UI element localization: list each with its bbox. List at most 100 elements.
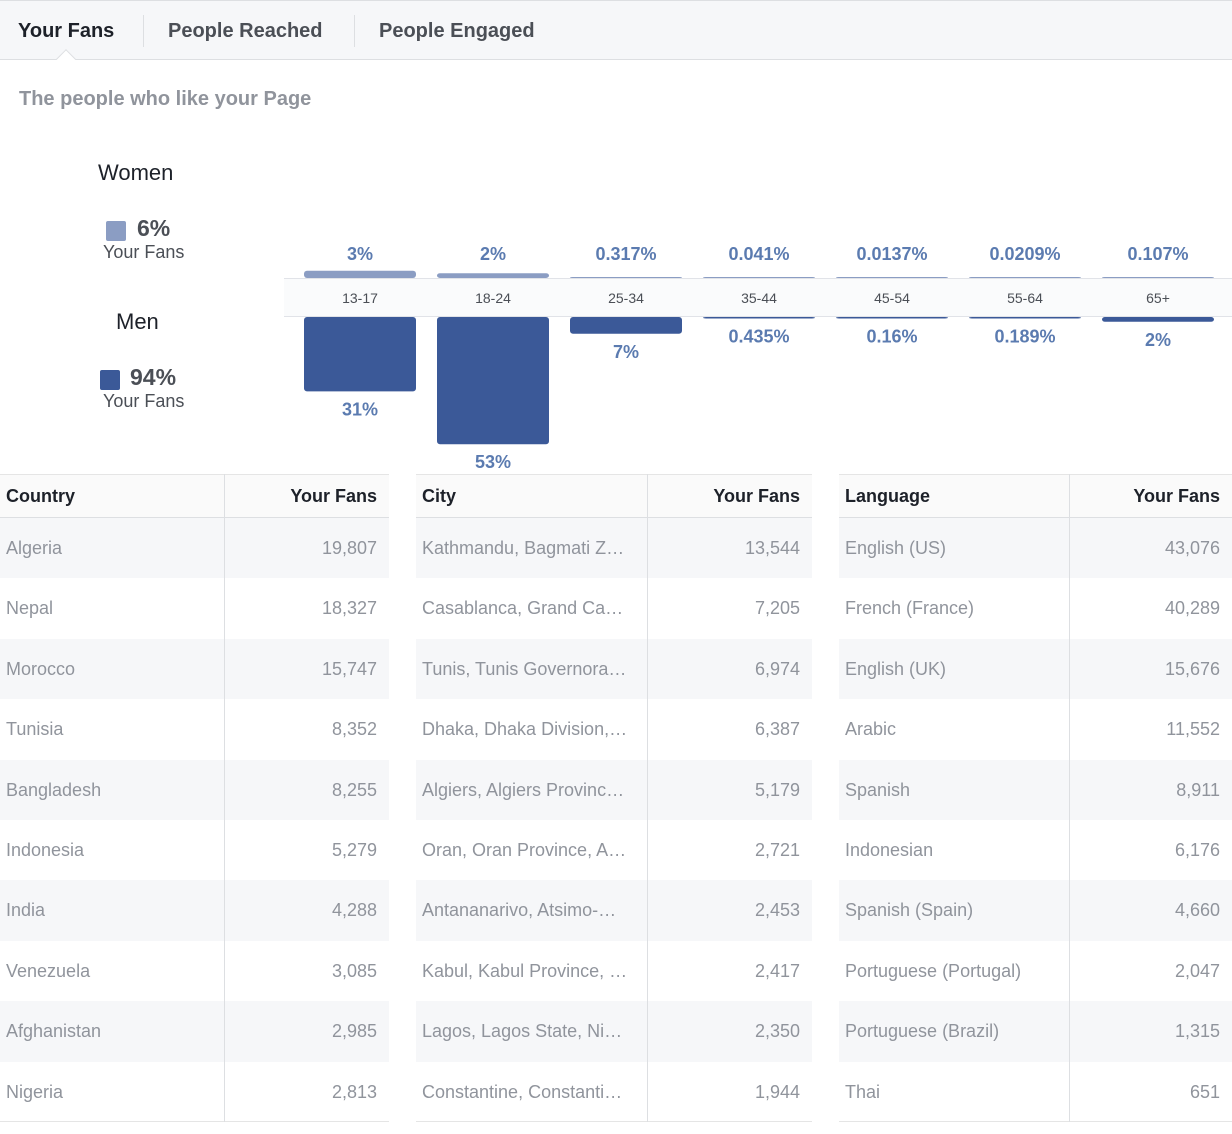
- fans-count-cell: 8,255: [331, 779, 377, 800]
- men-bar: [1102, 317, 1214, 322]
- table-row: Morocco 15,747: [0, 638, 389, 700]
- language-name-cell: Spanish: [845, 779, 911, 800]
- country-name-cell: Bangladesh: [6, 779, 102, 800]
- city-table-header: City Your Fans: [416, 474, 812, 518]
- city-column-header[interactable]: City: [422, 486, 457, 506]
- men-swatch: [100, 370, 120, 390]
- city-name-cell: Tunis, Tunis Governora…: [422, 658, 627, 679]
- country-name-cell: India: [6, 900, 46, 921]
- table-row: Indonesia 5,279: [0, 820, 389, 880]
- table-row: India 4,288: [0, 880, 389, 941]
- city-name-cell: Antananarivo, Atsimo-…: [422, 900, 617, 921]
- table-row: English (UK) 15,676: [839, 638, 1232, 700]
- men-bar-label: 53%: [475, 452, 511, 472]
- men-bar: [304, 317, 416, 392]
- language-name-cell: Indonesian: [845, 839, 934, 860]
- women-bar-label: 0.0209%: [989, 244, 1060, 264]
- age-tick-label: 13-17: [342, 290, 378, 306]
- women-title: Women: [98, 160, 174, 185]
- city-name-cell: Lagos, Lagos State, Ni…: [422, 1021, 623, 1042]
- women-bar-label: 0.317%: [595, 244, 656, 264]
- table-row: Algiers, Algiers Provinc… 5,179: [416, 759, 812, 820]
- fans-count-cell: 2,047: [1174, 960, 1220, 981]
- women-bar: [836, 277, 948, 278]
- tab-your-fans[interactable]: Your Fans: [18, 20, 115, 42]
- men-bar-label: 0.189%: [994, 327, 1055, 347]
- women-percent: 6%: [137, 215, 171, 241]
- fans-count-cell: 8,352: [331, 719, 377, 740]
- table-row: Afghanistan 2,985: [0, 1001, 389, 1062]
- table-row: Bangladesh 8,255: [0, 759, 389, 820]
- fans-count-cell: 1,315: [1174, 1021, 1220, 1042]
- fans-count-cell: 651: [1189, 1081, 1220, 1102]
- language-column-header[interactable]: Language: [845, 486, 931, 506]
- language-name-cell: Arabic: [845, 719, 897, 740]
- table-row: Antananarivo, Atsimo-… 2,453: [416, 880, 812, 941]
- fans-count-cell: 4,660: [1174, 900, 1220, 921]
- women-bar: [969, 277, 1081, 278]
- table-row: French (France) 40,289: [839, 578, 1232, 638]
- language-table-header: Language Your Fans: [839, 474, 1232, 518]
- tab-bar: Your Fans People Reached People Engaged: [0, 0, 1232, 69]
- country-table-header: Country Your Fans: [0, 474, 389, 518]
- tab-people-reached[interactable]: People Reached: [168, 20, 323, 42]
- language-name-cell: English (US): [845, 538, 947, 558]
- table-row: Tunis, Tunis Governora… 6,974: [416, 638, 812, 700]
- table-row: Nigeria 2,813: [0, 1062, 389, 1122]
- fans-count-cell: 19,807: [321, 538, 377, 558]
- table-row: Oran, Oran Province, A… 2,721: [416, 820, 812, 880]
- country-name-cell: Nigeria: [6, 1081, 64, 1102]
- fans-count-cell: 4,288: [331, 900, 377, 921]
- column-divider: [647, 474, 648, 1122]
- tab-people-engaged[interactable]: People Engaged: [379, 20, 535, 42]
- men-bar-label: 31%: [342, 399, 378, 419]
- table-row: English (US) 43,076: [839, 518, 1232, 579]
- fans-count-cell: 8,911: [1176, 779, 1220, 800]
- country-name-cell: Tunisia: [6, 719, 64, 740]
- men-bar: [437, 317, 549, 445]
- tab-divider: [354, 15, 355, 47]
- fans-count-cell: 18,327: [321, 598, 377, 619]
- men-bar-label: 0.16%: [866, 327, 917, 347]
- men-bar-label: 7%: [613, 342, 639, 362]
- fans-count-cell: 2,417: [754, 960, 800, 981]
- table-row: Indonesian 6,176: [839, 820, 1232, 880]
- fans-count-cell: 15,676: [1164, 658, 1220, 679]
- fans-count-cell: 2,721: [754, 839, 800, 860]
- city-name-cell: Oran, Oran Province, A…: [422, 839, 627, 860]
- women-bar-label: 0.0137%: [856, 244, 927, 264]
- women-bar-label: 2%: [480, 244, 506, 264]
- fans-count-cell: 11,552: [1166, 719, 1220, 740]
- fans-count-cell: 15,747: [321, 658, 377, 679]
- table-row: Arabic 11,552: [839, 699, 1232, 759]
- table-row: Nepal 18,327: [0, 578, 389, 638]
- age-tick-label: 25-34: [608, 290, 644, 306]
- men-bar: [703, 317, 815, 319]
- table-row: Spanish 8,911: [839, 759, 1232, 820]
- women-bar: [703, 277, 815, 278]
- age-gender-chart: 3% 31% 13-17 2% 53% 18-24 0.317% 7% 25-34 0.041% 0…: [284, 244, 1232, 472]
- men-bar-label: 0.435%: [728, 327, 789, 347]
- column-divider: [224, 474, 225, 1122]
- city-name-cell: Algiers, Algiers Provinc…: [422, 779, 625, 800]
- table-row: Portuguese (Brazil) 1,315: [839, 1001, 1232, 1062]
- fans-count-cell: 6,176: [1174, 839, 1220, 860]
- fans-count-cell: 2,985: [331, 1021, 377, 1042]
- your-fans-column-header[interactable]: Your Fans: [713, 486, 800, 506]
- table-row: Venezuela 3,085: [0, 941, 389, 1001]
- table-row: Spanish (Spain) 4,660: [839, 880, 1232, 941]
- your-fans-column-header[interactable]: Your Fans: [1133, 486, 1220, 506]
- women-fans-label: Your Fans: [103, 242, 185, 262]
- fans-count-cell: 13,544: [744, 538, 800, 558]
- city-name-cell: Casablanca, Grand Ca…: [422, 598, 624, 619]
- tab-divider: [143, 15, 144, 47]
- table-row: Kabul, Kabul Province, … 2,417: [416, 941, 812, 1001]
- fans-count-cell: 2,813: [331, 1081, 377, 1102]
- fans-count-cell: 40,289: [1164, 598, 1220, 619]
- women-swatch: [106, 221, 126, 241]
- men-fans-label: Your Fans: [103, 391, 185, 411]
- language-table: Language Your Fans English (US) 43,076 Frenc…: [839, 474, 1232, 1122]
- city-name-cell: Kabul, Kabul Province, …: [422, 960, 628, 981]
- country-column-header[interactable]: Country: [6, 486, 75, 506]
- your-fans-column-header[interactable]: Your Fans: [290, 486, 377, 506]
